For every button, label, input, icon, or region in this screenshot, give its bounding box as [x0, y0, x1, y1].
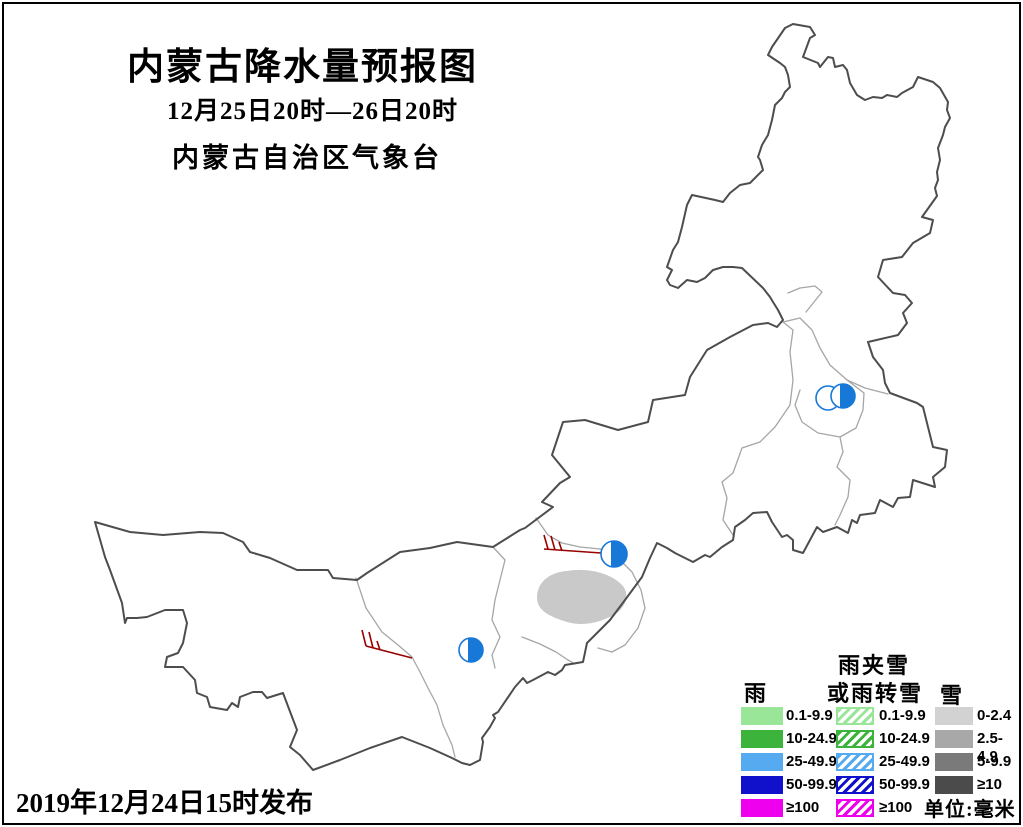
legend-swatch-rain-4 [741, 799, 783, 817]
wind-barb-feather [368, 631, 374, 649]
legend-range-label: 2.5-4.9 [977, 730, 1003, 765]
legend-range-label: ≥10 [977, 776, 1002, 793]
legend-range-label: 25-49.9 [786, 753, 837, 770]
legend-header-sleet: 雨夹雪 [838, 653, 911, 678]
legend-swatch-snow-2 [935, 753, 973, 771]
wind-barb-feather [376, 640, 381, 651]
agency-name: 内蒙古自治区气象台 [172, 143, 442, 173]
legend-range-label: 10-24.9 [879, 730, 930, 747]
wind-barb-feather [361, 629, 367, 647]
league-boundary [355, 577, 456, 758]
legend: 单位:毫米 雨 雨夹雪或雨转雪雪 0.1-9.9 10-24.9 25-49.9 50-9… [738, 648, 1021, 822]
league-boundary [794, 379, 865, 438]
legend-range-label: 25-49.9 [879, 753, 930, 770]
wind-barb-feather [550, 535, 556, 551]
legend-swatch-snow-1 [935, 730, 973, 748]
precip-station-half-fill [611, 541, 627, 567]
legend-range-label: 50-99.9 [879, 776, 930, 793]
province-outline [94, 23, 951, 771]
map-title: 内蒙古降水量预报图 [127, 47, 478, 88]
league-boundary [521, 636, 576, 665]
legend-header-sleet: 或雨转雪 [827, 681, 924, 706]
league-boundary [535, 517, 646, 653]
legend-range-label: 5-9.9 [977, 753, 1012, 770]
legend-range-label: 0-2.4 [977, 707, 1012, 724]
league-boundary [721, 321, 794, 536]
precip-station-half-fill [468, 638, 483, 662]
legend-header-rain: 雨 [744, 681, 769, 706]
legend-swatch-rain-1 [741, 730, 783, 748]
legend-range-label: 10-24.9 [786, 730, 837, 747]
unit-label: 单位:毫米 [924, 799, 1016, 821]
wind-barb-shaft [543, 548, 602, 554]
issue-time: 2019年12月24日15时发布 [16, 788, 313, 818]
legend-range-label: ≥100 [879, 799, 913, 816]
league-boundary [491, 546, 506, 669]
legend-swatch-sleet-1 [836, 730, 874, 748]
legend-header-snow: 雪 [940, 683, 965, 708]
legend-swatch-sleet-4 [836, 799, 874, 817]
legend-swatch-snow-0 [935, 707, 973, 725]
wind-barb-feather [543, 534, 549, 550]
league-boundary [834, 436, 851, 526]
legend-swatch-sleet-3 [836, 776, 874, 794]
light-snow-area [536, 569, 627, 624]
legend-swatch-sleet-0 [836, 707, 874, 725]
league-boundary [782, 317, 889, 395]
valid-time: 12月25日20时—26日20时 [167, 98, 459, 125]
league-boundary [787, 285, 823, 313]
legend-swatch-rain-0 [741, 707, 783, 725]
wind-barb-shaft [365, 645, 413, 659]
legend-range-label: 0.1-9.9 [879, 707, 926, 724]
legend-swatch-snow-3 [935, 776, 973, 794]
legend-swatch-sleet-2 [836, 753, 874, 771]
precip-station-half-fill [840, 384, 855, 409]
wind-barb-feather [558, 541, 563, 552]
legend-range-label: 0.1-9.9 [786, 707, 833, 724]
legend-swatch-rain-3 [741, 776, 783, 794]
legend-range-label: 50-99.9 [786, 776, 837, 793]
legend-swatch-rain-2 [741, 753, 783, 771]
legend-range-label: ≥100 [786, 799, 820, 816]
